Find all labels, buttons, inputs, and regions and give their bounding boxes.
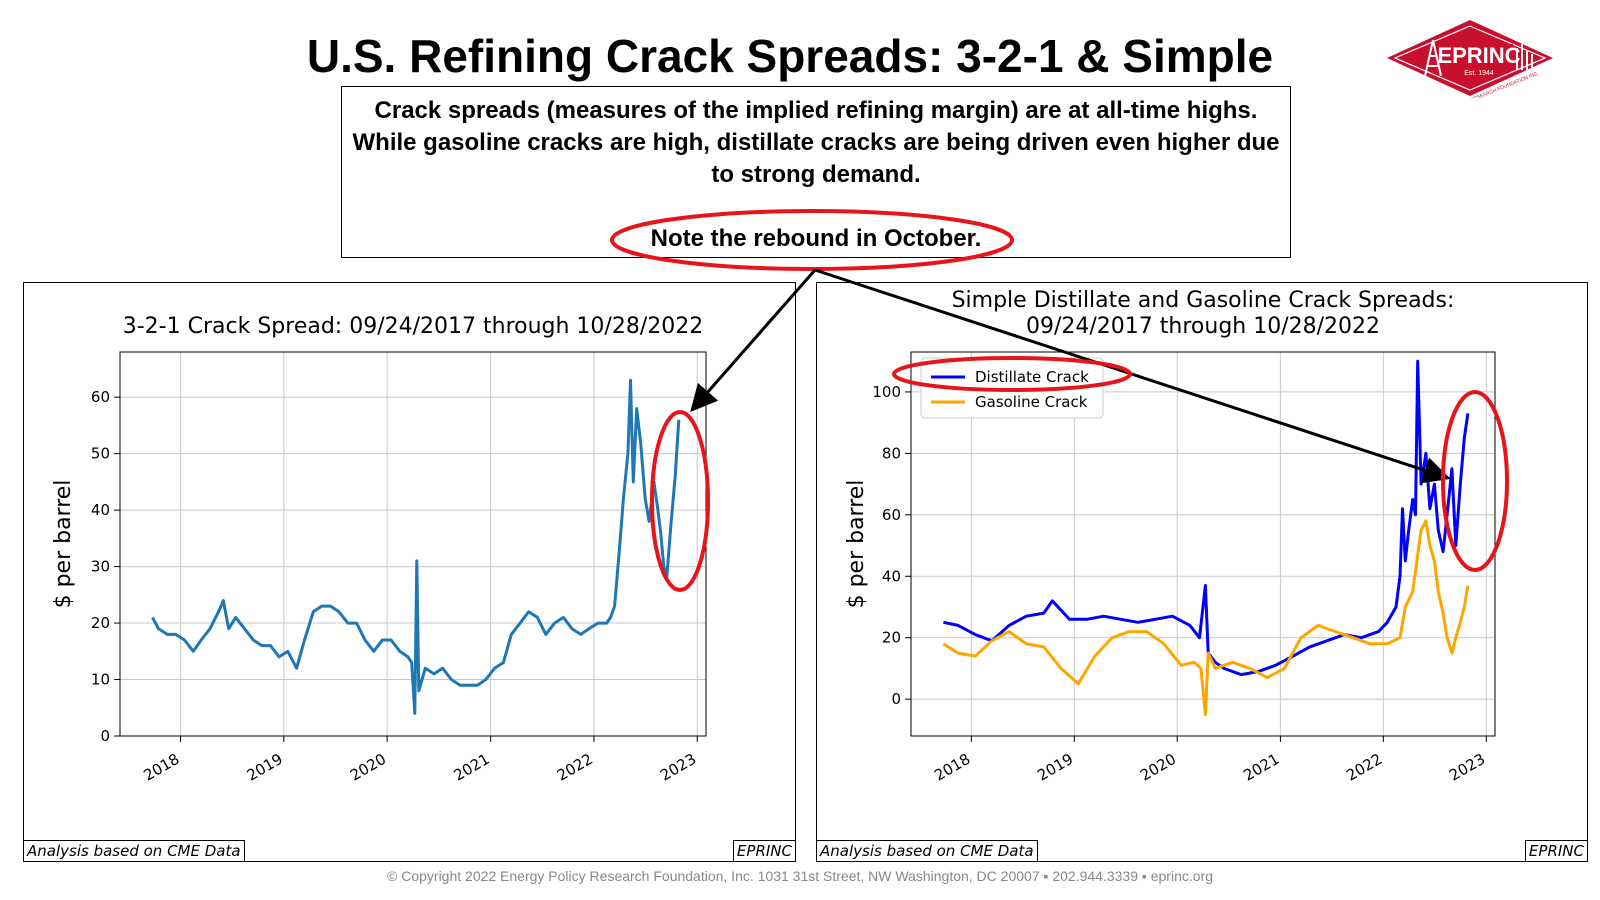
chart-title: Simple Distillate and Gasoline Crack Spr… <box>952 288 1455 313</box>
left-source-note: Analysis based on CME Data <box>24 840 245 861</box>
simple-crack-chart: Simple Distillate and Gasoline Crack Spr… <box>844 288 1496 785</box>
y-tick-label: 60 <box>882 506 901 524</box>
y-axis-label: $ per barrel <box>51 480 76 609</box>
left-chart-panel: 3-2-1 Crack Spread: 09/24/2017 through 1… <box>23 282 796 862</box>
series-line-0 <box>151 378 681 715</box>
y-axis-label: $ per barrel <box>844 480 869 609</box>
refinery-icon <box>1516 44 1533 70</box>
y-tick-label: 50 <box>91 445 110 463</box>
callout-note: Note the rebound in October. <box>650 225 982 252</box>
summary-callout: Crack spreads (measures of the implied r… <box>341 86 1291 258</box>
y-tick-label: 0 <box>100 727 110 745</box>
x-tick-label: 2020 <box>1137 750 1179 785</box>
y-tick-label: 60 <box>91 388 110 406</box>
right-chart-panel: Simple Distillate and Gasoline Crack Spr… <box>816 282 1588 862</box>
crack-321-chart: 3-2-1 Crack Spread: 09/24/2017 through 1… <box>51 314 707 785</box>
legend-label: Distillate Crack <box>975 368 1089 386</box>
x-tick-label: 2022 <box>554 750 596 785</box>
callout-text: Crack spreads (measures of the implied r… <box>352 97 1280 188</box>
series-line-distillate-crack <box>943 359 1470 677</box>
x-tick-label: 2018 <box>931 750 973 785</box>
x-tick-label: 2023 <box>1446 750 1488 785</box>
copyright-footer: © Copyright 2022 Energy Policy Research … <box>387 868 1213 884</box>
right-source-note: Analysis based on CME Data <box>817 840 1038 861</box>
logo-est: Est. 1944 <box>1464 70 1494 77</box>
y-tick-label: 20 <box>882 629 901 647</box>
x-tick-label: 2018 <box>140 750 182 785</box>
y-tick-label: 0 <box>891 690 901 708</box>
chart-title: 3-2-1 Crack Spread: 09/24/2017 through 1… <box>123 314 704 339</box>
y-tick-label: 80 <box>882 444 901 462</box>
x-tick-label: 2019 <box>244 750 286 785</box>
y-tick-label: 10 <box>91 671 110 689</box>
x-tick-label: 2019 <box>1034 750 1076 785</box>
left-brand-note: EPRINC <box>732 840 795 861</box>
right-brand-note: EPRINC <box>1524 840 1587 861</box>
series-line-gasoline-crack <box>942 519 1470 716</box>
x-tick-label: 2022 <box>1343 750 1385 785</box>
page-title: U.S. Refining Crack Spreads: 3-2-1 & Sim… <box>306 30 1274 82</box>
x-tick-label: 2021 <box>1240 750 1282 785</box>
x-tick-label: 2020 <box>347 750 389 785</box>
y-tick-label: 40 <box>91 501 110 519</box>
y-tick-label: 30 <box>91 558 110 576</box>
derrick-icon <box>1424 39 1442 77</box>
x-tick-label: 2023 <box>657 750 699 785</box>
y-tick-label: 40 <box>882 567 901 585</box>
x-tick-label: 2021 <box>451 750 493 785</box>
chart-title: 09/24/2017 through 10/28/2022 <box>1026 314 1380 339</box>
legend-label: Gasoline Crack <box>975 393 1088 411</box>
logo-name: EPRINC <box>1437 43 1520 68</box>
eprinc-logo: EPRINC Est. 1944 ENERGY POLICY RESEARCH … <box>1387 20 1553 98</box>
y-tick-label: 20 <box>91 614 110 632</box>
y-tick-label: 100 <box>872 383 901 401</box>
